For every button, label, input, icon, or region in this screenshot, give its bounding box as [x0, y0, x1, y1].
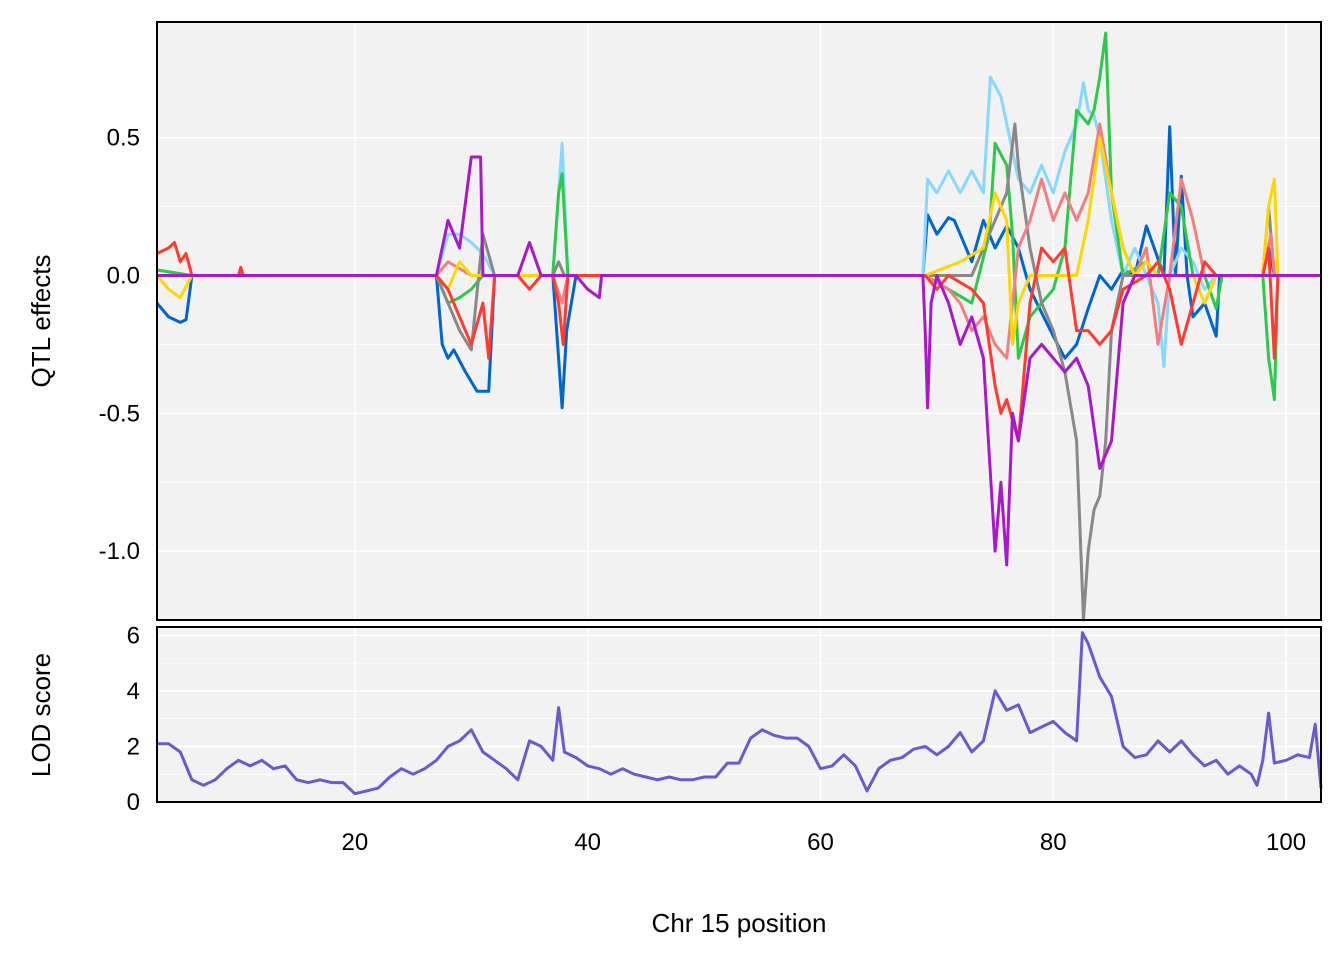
top-series	[155, 31, 1321, 622]
series-line-4	[157, 122, 1321, 622]
y-tick-label: -0.5	[99, 400, 140, 427]
bottom-series	[157, 631, 1323, 796]
bottom-plot-area	[157, 627, 1321, 802]
x-tick-label: 60	[807, 829, 834, 856]
series-line-8	[157, 155, 1321, 567]
x-tick-label: 40	[574, 829, 601, 856]
x-tick-label: 20	[342, 829, 369, 856]
bottom-plot-frame	[156, 626, 1322, 803]
top-panel: 0.5 0.0 -0.5 -1.0 QTL effects	[26, 21, 1322, 622]
y-tick-label: 6	[127, 622, 140, 649]
top-y-axis-title: QTL effects	[26, 255, 56, 388]
y-tick-label: 0	[127, 789, 140, 816]
x-ticks: 20 40 60 80 100	[342, 829, 1307, 856]
y-tick-label: 2	[127, 733, 140, 760]
x-axis-title: Chr 15 position	[652, 908, 827, 938]
y-tick-label: 0.5	[107, 125, 140, 152]
top-plot-area	[157, 22, 1321, 620]
x-tick-label: 80	[1040, 829, 1067, 856]
series-line-1	[157, 631, 1323, 796]
top-y-ticks: 0.5 0.0 -0.5 -1.0	[99, 125, 140, 565]
y-tick-label: 4	[127, 678, 140, 705]
bottom-y-axis-title: LOD score	[26, 653, 56, 777]
y-tick-label: -1.0	[99, 538, 140, 565]
y-tick-label: 0.0	[107, 263, 140, 290]
x-tick-label: 100	[1266, 829, 1306, 856]
top-plot-frame	[156, 21, 1322, 621]
bottom-y-ticks: 6 4 2 0	[127, 622, 140, 816]
series-line-6	[155, 136, 1321, 346]
